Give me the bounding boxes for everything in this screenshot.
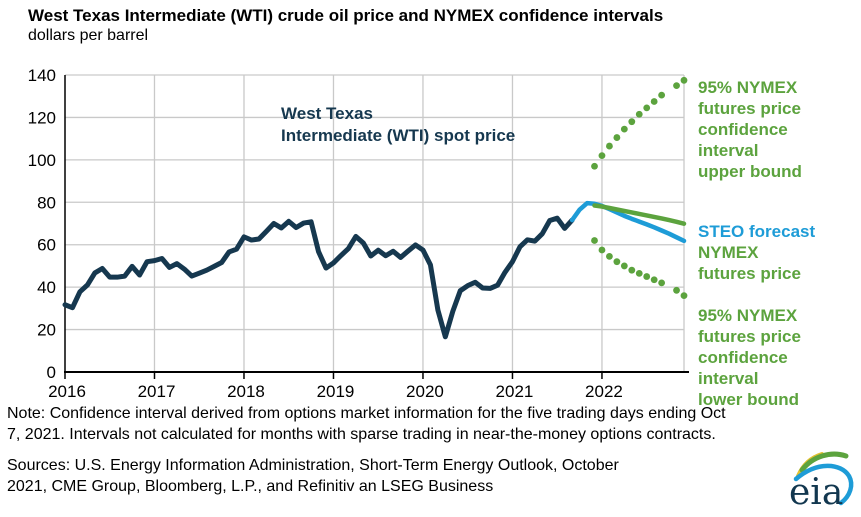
svg-text:40: 40	[37, 278, 56, 297]
chart-title: West Texas Intermediate (WTI) crude oil …	[28, 6, 664, 25]
svg-text:2019: 2019	[317, 382, 355, 401]
legend-lower-line: futures price	[698, 327, 801, 346]
legend-upper-line: futures price	[698, 99, 801, 118]
eia-logo: eia	[789, 451, 854, 513]
sources-line2: 2021, CME Group, Bloomberg, L.P., and Re…	[7, 478, 494, 495]
spot-annotation-line2: Intermediate (WTI) spot price	[281, 126, 516, 145]
legend-upper-line: 95% NYMEX	[698, 78, 798, 97]
svg-text:80: 80	[37, 193, 56, 212]
svg-text:2016: 2016	[48, 382, 86, 401]
svg-text:2022: 2022	[585, 382, 623, 401]
svg-text:2021: 2021	[496, 382, 534, 401]
svg-text:140: 140	[28, 66, 56, 85]
svg-text:60: 60	[37, 236, 56, 255]
note-line1: Note: Confidence interval derived from o…	[7, 405, 726, 422]
legend-lower-line: 95% NYMEX	[698, 306, 798, 325]
legend-lower-line: lower bound	[698, 390, 800, 409]
legend-nymex-line: futures price	[698, 264, 801, 283]
svg-text:eia: eia	[789, 472, 843, 513]
legend-upper-bound: 95% NYMEX futures price confidence inter…	[698, 77, 838, 182]
spot-price-annotation: West Texas Intermediate (WTI) spot price	[281, 103, 515, 147]
legend-forecast: STEO forecast NYMEX futures price	[698, 221, 838, 284]
svg-text:2018: 2018	[227, 382, 265, 401]
svg-text:2020: 2020	[406, 382, 444, 401]
svg-text:120: 120	[28, 108, 56, 127]
legend-upper-line: upper bound	[698, 162, 802, 181]
chart-sources: Sources: U.S. Energy Information Adminis…	[7, 455, 619, 497]
legend-nymex-line: NYMEX	[698, 243, 759, 262]
chart-note: Note: Confidence interval derived from o…	[7, 403, 726, 445]
legend-lower-line: confidence	[698, 348, 788, 367]
legend-lower-bound: 95% NYMEX futures price confidence inter…	[698, 305, 838, 410]
note-line2: 7, 2021. Intervals not calculated for mo…	[7, 426, 716, 443]
svg-text:20: 20	[37, 321, 56, 340]
sources-line1: Sources: U.S. Energy Information Adminis…	[7, 457, 619, 474]
svg-text:100: 100	[28, 151, 56, 170]
svg-text:2017: 2017	[138, 382, 176, 401]
legend-upper-line: interval	[698, 141, 759, 160]
spot-annotation-line1: West Texas	[281, 104, 373, 123]
legend-steo-forecast: STEO forecast	[698, 222, 816, 241]
svg-text:0: 0	[47, 363, 56, 382]
chart-subtitle: dollars per barrel	[28, 27, 149, 44]
legend-lower-line: interval	[698, 369, 759, 388]
legend-upper-line: confidence	[698, 120, 788, 139]
